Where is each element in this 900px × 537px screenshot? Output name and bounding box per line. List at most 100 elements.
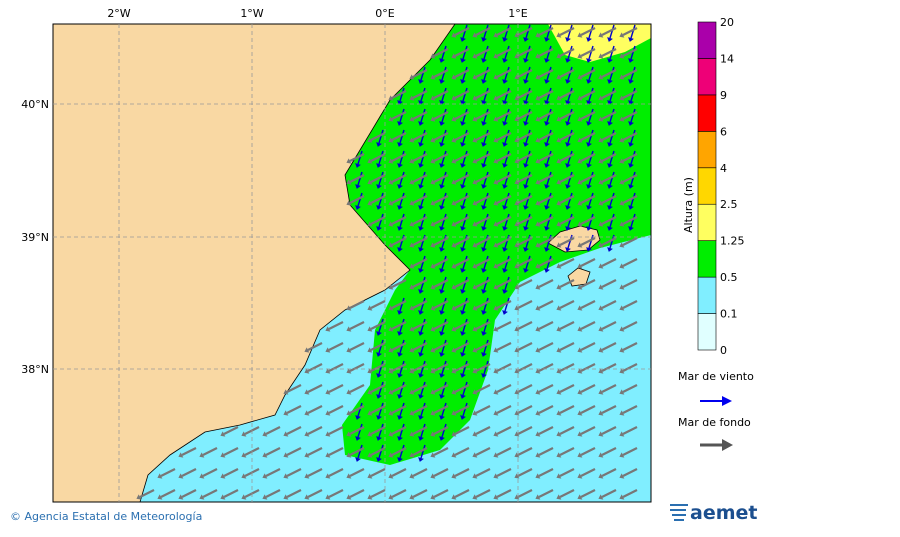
arrow-head bbox=[376, 373, 382, 378]
arrow bbox=[514, 27, 533, 38]
arrow bbox=[514, 237, 533, 248]
arrow bbox=[628, 66, 636, 84]
arrow-shaft bbox=[391, 342, 407, 351]
arrow bbox=[451, 90, 470, 101]
arrow bbox=[556, 384, 575, 395]
arrow bbox=[535, 195, 554, 206]
arrow-shaft bbox=[609, 45, 615, 60]
arrow-shaft bbox=[580, 363, 596, 372]
arrow-shaft bbox=[454, 237, 470, 246]
arrow bbox=[409, 426, 428, 437]
arrow bbox=[607, 24, 615, 42]
arrow-shaft bbox=[412, 342, 428, 351]
arrow-head bbox=[460, 58, 466, 63]
arrow-head bbox=[619, 473, 625, 479]
arrow-shaft bbox=[391, 174, 407, 183]
arrow bbox=[388, 153, 407, 164]
arrow-shaft bbox=[307, 468, 323, 477]
arrow-head bbox=[619, 389, 625, 395]
arrow-shaft bbox=[202, 447, 218, 456]
arrow bbox=[514, 279, 533, 290]
arrow bbox=[502, 129, 510, 147]
arrow-head bbox=[178, 473, 184, 479]
arrow-head bbox=[577, 263, 583, 269]
arrow bbox=[388, 384, 407, 395]
arrow-head bbox=[544, 37, 550, 42]
arrow bbox=[220, 426, 239, 437]
arrow bbox=[535, 300, 554, 311]
arrow-shaft bbox=[538, 132, 554, 141]
arrow bbox=[304, 426, 323, 437]
arrow-head bbox=[556, 179, 562, 185]
arrow bbox=[439, 45, 447, 63]
arrow-shaft bbox=[307, 342, 323, 351]
arrow bbox=[325, 426, 344, 437]
arrow-shaft bbox=[399, 129, 405, 144]
arrow-head bbox=[409, 242, 415, 248]
arrow bbox=[430, 69, 449, 80]
arrow bbox=[544, 108, 552, 126]
arrow-shaft bbox=[412, 447, 428, 456]
arrow bbox=[565, 45, 573, 63]
arrow-head bbox=[472, 200, 478, 206]
arrow bbox=[418, 423, 426, 441]
arrow-head bbox=[346, 389, 352, 395]
arrow-shaft bbox=[420, 360, 426, 375]
arrow-shaft bbox=[580, 195, 596, 204]
arrow-shaft bbox=[378, 402, 384, 417]
arrow-shaft bbox=[441, 108, 447, 123]
arrow-shaft bbox=[525, 192, 531, 207]
arrow bbox=[598, 237, 617, 248]
arrow-shaft bbox=[286, 405, 302, 414]
arrow bbox=[439, 402, 447, 420]
arrow-head bbox=[388, 494, 394, 500]
arrow-head bbox=[460, 394, 466, 399]
arrow-head bbox=[397, 415, 403, 420]
arrow-shaft bbox=[412, 363, 428, 372]
arrow-head bbox=[628, 205, 634, 210]
arrow bbox=[514, 363, 533, 374]
arrow bbox=[460, 108, 468, 126]
arrow-shaft bbox=[462, 192, 468, 207]
arrow-shaft bbox=[454, 342, 470, 351]
arrow bbox=[460, 402, 468, 420]
arrow-head bbox=[241, 452, 247, 458]
arrow bbox=[430, 258, 449, 269]
arrow bbox=[439, 129, 447, 147]
lon-label: 1°E bbox=[508, 7, 527, 20]
arrow-shaft bbox=[462, 381, 468, 396]
arrow bbox=[430, 384, 449, 395]
arrow-head bbox=[493, 53, 499, 59]
arrow-head bbox=[367, 347, 373, 353]
arrow-shaft bbox=[622, 342, 638, 351]
arrow bbox=[502, 171, 510, 189]
arrow bbox=[304, 468, 323, 479]
arrow-head bbox=[472, 158, 478, 164]
arrow-head bbox=[409, 200, 415, 206]
arrow-head bbox=[460, 373, 466, 378]
arrow-shaft bbox=[580, 153, 596, 162]
arrow-head bbox=[472, 452, 478, 458]
arrow-head bbox=[409, 368, 415, 374]
arrow bbox=[598, 384, 617, 395]
arrow-shaft bbox=[399, 402, 405, 417]
arrow-shaft bbox=[525, 213, 531, 228]
arrow bbox=[493, 27, 512, 38]
arrow-shaft bbox=[496, 321, 512, 330]
arrow-head bbox=[472, 95, 478, 101]
arrow-head bbox=[451, 95, 457, 101]
arrow-shaft bbox=[378, 150, 384, 165]
arrow bbox=[418, 444, 426, 462]
arrow-shaft bbox=[265, 426, 281, 435]
arrow-shaft bbox=[433, 489, 449, 498]
colorbar-title: Altura (m) bbox=[682, 177, 695, 233]
arrow bbox=[577, 174, 596, 185]
arrow-shaft bbox=[580, 258, 596, 267]
arrow-shaft bbox=[420, 339, 426, 354]
arrow-shaft bbox=[483, 108, 489, 123]
arrow-head bbox=[430, 494, 436, 500]
arrow-head bbox=[430, 116, 436, 122]
arrow-shaft bbox=[496, 384, 512, 393]
arrow bbox=[388, 132, 407, 143]
arrow-shaft bbox=[328, 468, 344, 477]
